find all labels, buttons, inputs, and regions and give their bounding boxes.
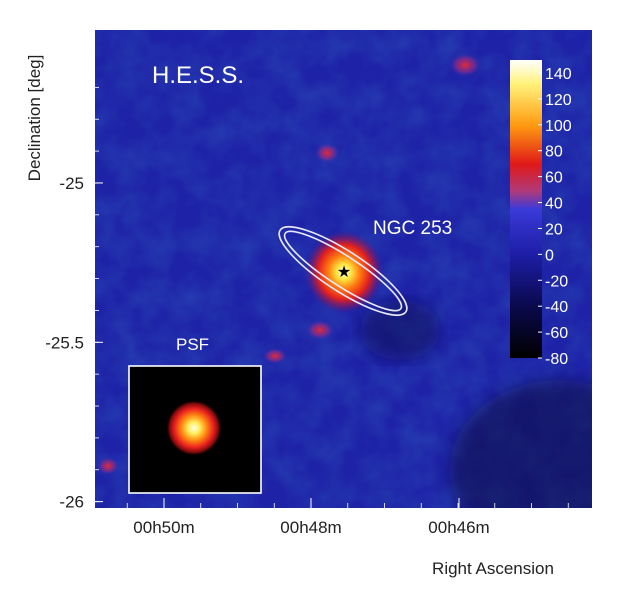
- hot-spot: [97, 457, 119, 475]
- hot-spot: [306, 320, 334, 340]
- galaxy-ellipses: [278, 226, 408, 316]
- colorbar-tick-label: 60: [545, 170, 563, 187]
- y-axis-label: Declination [deg]: [25, 55, 44, 182]
- source-star-marker: ★: [337, 262, 351, 281]
- colorbar-tick-label: 20: [545, 221, 563, 238]
- colorbar-tick-label: -20: [545, 273, 568, 290]
- hot-spot: [263, 348, 287, 364]
- x-axis-label: Right Ascension: [432, 559, 554, 578]
- hot-spot: [449, 53, 481, 77]
- galaxy-ellipse-outer: [278, 226, 408, 316]
- colorbar-tick-label: 100: [545, 118, 572, 135]
- y-tick-label: -26: [59, 493, 84, 512]
- psf-spot: [166, 400, 222, 456]
- psf-inset: PSF: [128, 335, 262, 494]
- y-axis-ticks: -25 -25.5 -26: [45, 174, 84, 512]
- colorbar-tick-label: 120: [545, 92, 572, 109]
- colorbar-tick-label: 40: [545, 196, 563, 213]
- colorbar-tick-label: 0: [545, 247, 554, 264]
- y-tick-label: -25: [59, 174, 84, 193]
- y-tick-label: -25.5: [45, 333, 84, 352]
- colorbar-labels: 140 120 100 80 60 40 20 0 -20 -40 -60 -80: [538, 66, 572, 368]
- hot-spot: [315, 143, 339, 163]
- colorbar-gradient: [510, 60, 542, 358]
- source-label: NGC 253: [373, 218, 452, 239]
- colorbar-tick-label: 80: [545, 144, 563, 161]
- psf-label: PSF: [176, 335, 209, 354]
- x-tick-label: 00h48m: [280, 518, 341, 537]
- x-axis-ticks: 00h50m 00h48m 00h46m: [133, 518, 489, 537]
- source-emission: [304, 230, 384, 314]
- axis-tick-marks: [95, 86, 569, 508]
- map-dark-region: [450, 380, 592, 508]
- x-tick-label: 00h46m: [428, 518, 489, 537]
- colorbar-tick-label: 140: [545, 66, 572, 83]
- map-dark-region: [360, 300, 440, 360]
- colorbar: 140 120 100 80 60 40 20 0 -20 -40 -60 -80: [510, 60, 572, 368]
- colorbar-tick-label: -60: [545, 325, 568, 342]
- x-tick-label: 00h50m: [133, 518, 194, 537]
- galaxy-ellipse-inner: [283, 230, 403, 312]
- colorbar-tick-label: -80: [545, 351, 568, 368]
- chart-title: H.E.S.S.: [152, 62, 244, 89]
- colorbar-tick-label: -40: [545, 299, 568, 316]
